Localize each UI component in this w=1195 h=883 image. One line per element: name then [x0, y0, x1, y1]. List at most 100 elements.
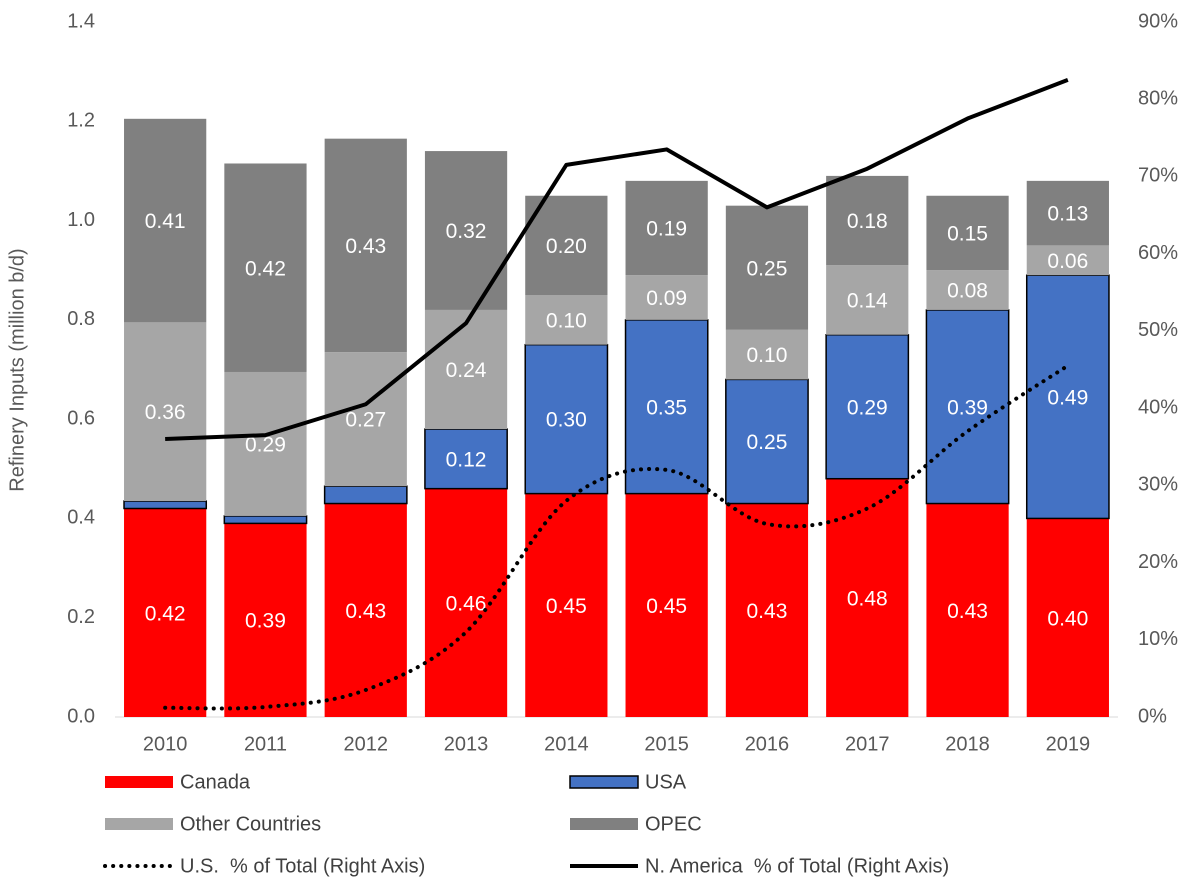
x-tick-label: 2018 — [945, 733, 990, 755]
bar-segment — [1026, 180, 1109, 246]
x-tick-label: 2017 — [845, 733, 890, 755]
legend-swatch — [105, 818, 173, 830]
legend-label: OPEC — [645, 813, 702, 835]
data-label: 0.42 — [145, 602, 186, 625]
legend-swatch — [105, 776, 173, 788]
y2-tick-label: 60% — [1138, 242, 1178, 264]
bar-segment — [826, 478, 909, 717]
data-label: 0.19 — [646, 218, 687, 241]
legend-swatch — [569, 775, 639, 789]
bar-segment — [424, 488, 508, 717]
x-tick-label: 2014 — [544, 733, 589, 755]
bar-segment — [725, 329, 809, 380]
data-label: 0.10 — [747, 344, 788, 367]
data-label: 0.32 — [446, 220, 487, 243]
bar-segment — [124, 508, 207, 717]
bar-segment — [826, 175, 909, 266]
bar-segment — [725, 378, 809, 505]
data-label: 0.20 — [546, 235, 587, 258]
y2-tick-label: 70% — [1138, 165, 1178, 187]
data-label: 0.39 — [245, 610, 286, 633]
y-tick-label: 0.2 — [67, 606, 95, 628]
legend-label: Canada — [180, 771, 251, 793]
data-label: 0.30 — [546, 409, 587, 432]
y2-tick-label: 20% — [1138, 551, 1178, 573]
legend-label: N. America % of Total (Right Axis) — [645, 855, 949, 877]
line-series — [165, 78, 1069, 441]
bar-segment — [1026, 518, 1109, 717]
bar-segment — [124, 118, 207, 323]
data-label: 0.39 — [947, 396, 988, 419]
x-tick-label: 2013 — [444, 733, 489, 755]
data-label: 0.12 — [446, 448, 487, 471]
bar-segment — [625, 493, 708, 717]
y-tick-label: 1.0 — [67, 209, 95, 231]
y2-tick-label: 50% — [1138, 319, 1178, 341]
bar-segment — [324, 352, 407, 487]
bar-segment — [725, 503, 809, 717]
data-label: 0.35 — [646, 396, 687, 419]
bar-segment — [826, 265, 909, 335]
data-label: 0.06 — [1047, 250, 1088, 273]
bar-segment — [825, 334, 910, 480]
bar-segment — [224, 523, 307, 717]
bar-segment — [525, 195, 608, 296]
y-tick-label: 0.8 — [67, 308, 95, 330]
bar-segment — [224, 163, 307, 372]
line-series — [163, 363, 1070, 711]
legend-label: USA — [645, 771, 687, 793]
data-label: 0.43 — [747, 600, 788, 623]
data-label: 0.36 — [145, 401, 186, 424]
x-tick-label: 2010 — [143, 733, 188, 755]
data-label: 0.43 — [345, 235, 386, 258]
bar-segment — [424, 309, 508, 430]
y2-tick-label: 10% — [1138, 628, 1178, 650]
y-tick-label: 1.2 — [67, 110, 95, 132]
data-label: 0.08 — [947, 280, 988, 303]
x-tick-label: 2012 — [344, 733, 389, 755]
data-label: 0.18 — [847, 210, 888, 233]
x-tick-label: 2011 — [244, 733, 287, 755]
data-label: 0.25 — [747, 431, 788, 454]
x-tick-label: 2019 — [1046, 733, 1091, 755]
bar-segment — [1026, 245, 1109, 276]
bar-segment — [925, 309, 1010, 505]
data-label: 0.41 — [145, 210, 186, 233]
bar-segment — [324, 138, 407, 353]
y-tick-label: 0.6 — [67, 407, 95, 429]
data-label: 0.10 — [546, 309, 587, 332]
data-label: 0.25 — [747, 257, 788, 280]
data-label: 0.13 — [1047, 203, 1088, 226]
y2-tick-label: 40% — [1138, 396, 1178, 418]
y-tick-label: 0.4 — [67, 507, 95, 529]
bar-segment — [123, 500, 208, 510]
bar-segment — [424, 428, 508, 490]
bar-segment — [926, 503, 1009, 717]
bar-segment — [524, 343, 609, 495]
y2-tick-label: 30% — [1138, 474, 1178, 496]
bar-segment — [926, 195, 1009, 271]
data-label: 0.24 — [446, 359, 487, 382]
y-tick-label: 0.0 — [67, 705, 95, 727]
legend-label: U.S. % of Total (Right Axis) — [180, 855, 425, 877]
legend-swatch — [570, 818, 638, 830]
bar-segment — [926, 270, 1009, 310]
data-label: 0.29 — [245, 434, 286, 457]
bar-segment — [625, 275, 708, 320]
bar-segment — [725, 205, 809, 330]
data-label: 0.42 — [245, 257, 286, 280]
data-label: 0.43 — [947, 600, 988, 623]
data-label: 0.45 — [646, 595, 687, 618]
bar-segment — [625, 180, 708, 276]
data-label: 0.43 — [345, 600, 386, 623]
y2-tick-label: 90% — [1138, 10, 1178, 32]
bar-segment — [525, 295, 608, 345]
data-label: 0.09 — [646, 287, 687, 310]
y2-tick-label: 0% — [1138, 705, 1167, 727]
data-label: 0.49 — [1047, 386, 1088, 409]
data-label: 0.40 — [1047, 607, 1088, 630]
bar-segment — [1025, 274, 1110, 520]
bar-segment — [223, 515, 308, 525]
bar-segment — [323, 485, 408, 505]
